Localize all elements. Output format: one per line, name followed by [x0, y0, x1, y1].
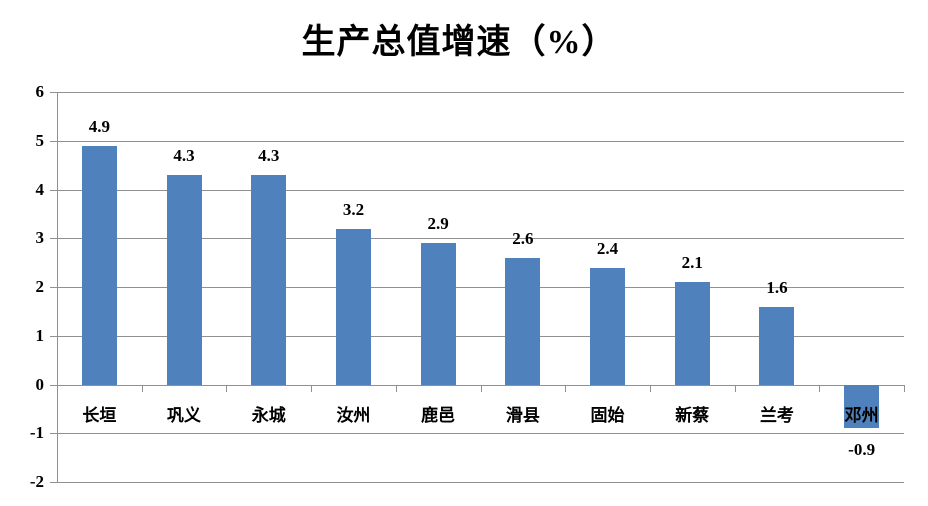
y-axis-tick-label: 3 — [35, 228, 45, 248]
chart-title: 生产总值增速（%） — [301, 24, 617, 61]
y-axis-tick — [50, 482, 57, 483]
y-axis-tick-label: 6 — [35, 82, 45, 101]
bar — [759, 306, 795, 385]
y-axis-tick — [50, 384, 57, 386]
bar — [251, 174, 287, 385]
y-axis-tick — [50, 92, 57, 93]
x-axis-tick — [396, 384, 397, 392]
bar-value-label: 2.1 — [681, 253, 703, 273]
y-axis-tick — [50, 433, 57, 435]
gridline — [57, 140, 904, 142]
y-axis-tick-label: 5 — [35, 130, 45, 150]
x-axis-tick — [481, 384, 482, 392]
y-axis-tick — [50, 189, 57, 191]
bar-value-label: 2.9 — [427, 214, 449, 234]
x-axis-tick — [57, 384, 58, 392]
category-label: 巩义 — [167, 405, 202, 425]
x-axis-tick — [904, 384, 905, 392]
x-axis-tick — [735, 384, 736, 392]
y-axis-tick-label: 1 — [35, 325, 45, 345]
bar — [590, 267, 626, 385]
category-label: 长垣 — [82, 405, 117, 425]
x-axis-tick — [650, 384, 651, 392]
bar — [420, 243, 456, 385]
bar — [335, 228, 371, 385]
category-label: 滑县 — [505, 405, 540, 425]
y-axis-line — [57, 92, 58, 482]
y-axis-tick-label: -2 — [29, 472, 44, 491]
category-label: 永城 — [251, 405, 286, 425]
y-axis-tick — [50, 140, 57, 142]
y-axis-tick-label: 2 — [35, 277, 45, 296]
bar — [505, 257, 541, 385]
category-label: 邓州 — [844, 405, 879, 425]
x-axis-tick — [565, 384, 566, 392]
gridline — [57, 92, 904, 93]
bar-value-label: 4.3 — [258, 145, 280, 165]
bar-value-label: 4.9 — [88, 116, 110, 136]
bar — [166, 174, 202, 385]
gridline — [57, 287, 904, 288]
y-axis-tick-label: -1 — [29, 423, 44, 443]
gridline — [57, 335, 904, 337]
category-label: 兰考 — [759, 405, 794, 425]
bar-value-label: 2.6 — [512, 228, 534, 248]
category-label: 新蔡 — [675, 405, 710, 425]
bar-value-label: -0.9 — [848, 440, 876, 460]
bar — [674, 282, 710, 385]
gridline — [57, 433, 904, 435]
category-label: 汝州 — [336, 405, 371, 425]
x-axis-tick — [819, 384, 820, 392]
gridline — [57, 189, 904, 191]
bar-value-label: 4.3 — [173, 145, 195, 165]
y-axis-tick-label: 4 — [35, 179, 45, 199]
bar-value-label: 1.6 — [766, 277, 788, 297]
y-axis-tick — [50, 287, 57, 288]
x-axis-tick — [311, 384, 312, 392]
y-axis-tick-label: 0 — [35, 374, 45, 394]
y-axis-tick — [50, 335, 57, 337]
x-axis-tick — [226, 384, 227, 392]
y-axis-tick — [50, 238, 57, 240]
gridline — [57, 238, 904, 240]
category-label: 固始 — [590, 405, 625, 425]
gridline — [57, 482, 904, 483]
bar — [81, 145, 117, 385]
bar — [844, 384, 880, 429]
gridline — [57, 384, 904, 386]
bar-value-label: 3.2 — [342, 199, 365, 219]
x-axis-tick — [142, 384, 143, 392]
bar-value-label: 2.4 — [596, 238, 619, 258]
category-label: 鹿邑 — [421, 405, 456, 425]
